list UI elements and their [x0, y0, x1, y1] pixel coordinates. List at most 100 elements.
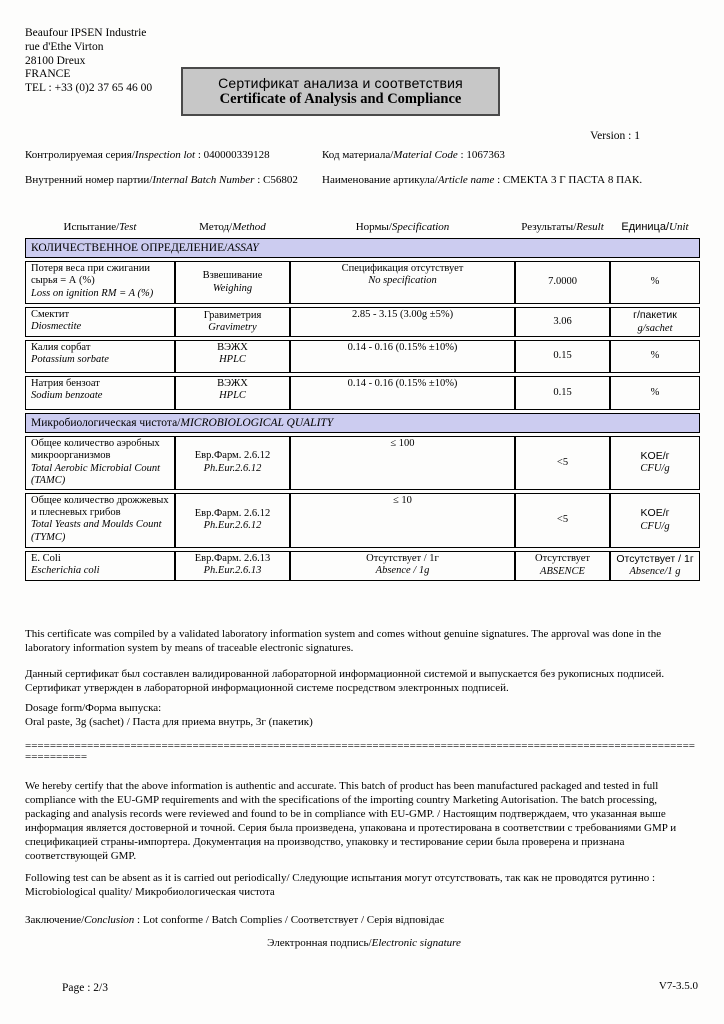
header-unit: Единица/Unit — [621, 221, 689, 233]
cell-method: Евр.Фарм. 2.6.12 Ph.Eur.2.6.12 — [175, 492, 290, 548]
cell-spec: 0.14 - 0.16 (0.15% ±10%) — [290, 340, 515, 373]
separator-line-1: ========================================… — [25, 741, 695, 752]
dosage-form-value: Oral paste, 3g (sachet) / Паста для прие… — [25, 716, 313, 729]
electronic-signature-line: Электронная подпись/Electronic signature — [25, 936, 703, 950]
cell-method: Евр.Фарм. 2.6.13 Ph.Eur.2.6.13 — [175, 550, 290, 581]
inspection-lot-value: : 040000339128 — [195, 149, 270, 161]
sender-country: FRANCE — [25, 68, 71, 81]
cell-unit: Отсутствует / 1г Absence/1 g — [610, 550, 700, 581]
header-result: Результаты/Result — [521, 221, 604, 233]
electronic-signature-en: Electronic signature — [371, 937, 461, 949]
cell-method: Взвешивание Weighing — [175, 261, 290, 304]
cell-unit: KOE/г CFU/g — [610, 492, 700, 548]
article-name-label-ru: Наименование артикула/ — [322, 174, 438, 186]
section-header-assay: КОЛИЧЕСТВЕННОЕ ОПРЕДЕЛЕНИЕ/ASSAY — [25, 238, 700, 258]
cell-result: 7.0000 — [515, 261, 610, 304]
cell-result: <5 — [515, 492, 610, 548]
table-row-sodium-benzoate: Натрия бензоат Sodium benzoate ВЭЖХ HPLC 0… — [25, 376, 700, 410]
periodic-test-note-line1: Following test can be absent as it is ca… — [25, 872, 656, 884]
meta-row-2: Внутренний номер партии/Internal Batch N… — [25, 174, 700, 186]
cell-spec: ≤ 100 — [290, 436, 515, 490]
cell-test: Смектит Diosmectite — [25, 307, 175, 337]
material-code-label-en: Material Code — [393, 149, 458, 161]
certificate-title-ru: Сертификат анализа и соответствия — [218, 75, 463, 91]
section-header-microbiological: Микробиологическая чистота/MICROBIOLOGIC… — [25, 413, 700, 433]
cell-unit: г/пакетик g/sachet — [610, 307, 700, 337]
cell-unit: % — [610, 261, 700, 304]
header-method: Метод/Method — [199, 221, 266, 233]
cell-method: ВЭЖХ HPLC — [175, 376, 290, 410]
table-row-potassium-sorbate: Калия сорбат Potassium sorbate ВЭЖХ HPLC 0… — [25, 340, 700, 373]
cell-result: Отсутствует ABSENCE — [515, 550, 610, 581]
table-row-tamc: Общее количество аэробных микроорганизмо… — [25, 436, 700, 490]
meta-row-1: Контролируемая серия/Inspection lot : 04… — [25, 149, 700, 161]
internal-batch-label-ru: Внутренний номер партии/ — [25, 174, 153, 186]
periodic-test-note: Following test can be absent as it is ca… — [25, 871, 703, 899]
cell-test: Натрия бензоат Sodium benzoate — [25, 376, 175, 410]
results-table: Испытание/Test Метод/Method Нормы/Specif… — [25, 218, 700, 584]
cell-spec: ≤ 10 — [290, 492, 515, 548]
cell-result: 0.15 — [515, 376, 610, 410]
material-code: Код материала/Material Code : 1067363 — [322, 149, 700, 161]
cell-test: Калия сорбат Potassium sorbate — [25, 340, 175, 373]
cell-result: 0.15 — [515, 340, 610, 373]
lims-note-ru: Данный сертификат был составлен валидиро… — [25, 668, 665, 695]
conclusion-value: : Lot conforme / Batch Complies / Соотве… — [134, 914, 445, 926]
internal-batch-label-en: Internal Batch Number — [152, 174, 255, 186]
sender-address-block: Beaufour IPSEN Industrie rue d'Ethe Virt… — [25, 27, 152, 96]
cell-result: 3.06 — [515, 307, 610, 337]
table-row-ecoli: E. Coli Escherichia coli Евр.Фарм. 2.6.13… — [25, 550, 700, 581]
cell-method: Евр.Фарм. 2.6.12 Ph.Eur.2.6.12 — [175, 436, 290, 490]
cell-test: Общее количество дрожжевых и плесневых г… — [25, 492, 175, 548]
gmp-certify-paragraph: We hereby certify that the above informa… — [25, 780, 677, 863]
sender-phone: TEL : +33 (0)2 37 65 46 00 — [25, 82, 153, 95]
cell-test: Потеря веса при сжигании сырья = А (%) Lo… — [25, 261, 175, 304]
internal-batch: Внутренний номер партии/Internal Batch N… — [25, 174, 322, 186]
cell-spec: Спецификация отсутствует No specification — [290, 261, 515, 304]
sender-name: Beaufour IPSEN Industrie — [25, 27, 147, 39]
version-label: Version : 1 — [590, 130, 640, 142]
lims-note-en: This certificate was compiled by a valid… — [25, 628, 662, 655]
conclusion-line: Заключение/Conclusion : Lot conforme / B… — [25, 913, 703, 927]
dosage-form-block: Dosage form/Форма выпуска: Oral paste, 3… — [25, 701, 703, 729]
internal-batch-value: : C56802 — [254, 174, 298, 186]
system-version: V7-3.5.0 — [658, 980, 698, 992]
table-header-row: Испытание/Test Метод/Method Нормы/Specif… — [25, 221, 700, 235]
page-number: Page : 2/3 — [62, 982, 108, 994]
cell-spec: Отсутствует / 1г Absence / 1g — [290, 550, 515, 581]
material-code-value: : 1067363 — [457, 149, 505, 161]
inspection-lot: Контролируемая серия/Inspection lot : 04… — [25, 149, 322, 161]
cell-unit: % — [610, 340, 700, 373]
cell-method: Гравиметрия Gravimetry — [175, 307, 290, 337]
sender-city: 28100 Dreux — [25, 54, 86, 67]
cell-test: Общее количество аэробных микроорганизмо… — [25, 436, 175, 490]
table-row-loss-on-ignition: Потеря веса при сжигании сырья = А (%) Lo… — [25, 261, 700, 304]
table-row-diosmectite: Смектит Diosmectite Гравиметрия Gravimetry… — [25, 307, 700, 337]
header-test: Испытание/Test — [63, 221, 137, 233]
sender-street: rue d'Ethe Virton — [25, 40, 104, 53]
cell-method: ВЭЖХ HPLC — [175, 340, 290, 373]
cell-result: <5 — [515, 436, 610, 490]
inspection-lot-label-en: Inspection lot — [134, 149, 196, 161]
certificate-title-en: Certificate of Analysis and Compliance — [219, 91, 462, 107]
conclusion-label-en: Conclusion — [84, 914, 135, 926]
periodic-test-note-line2: Microbiological quality/ Микробиологичес… — [25, 886, 275, 899]
material-code-label-ru: Код материала/ — [322, 149, 394, 161]
cell-unit: KOE/г CFU/g — [610, 436, 700, 490]
inspection-lot-label-ru: Контролируемая серия/ — [25, 149, 135, 161]
article-name-value: : СМЕКТА 3 Г ПАСТА 8 ПАК. — [494, 174, 643, 186]
table-row-tymc: Общее количество дрожжевых и плесневых г… — [25, 492, 700, 548]
cell-unit: % — [610, 376, 700, 410]
header-specification: Нормы/Specification — [355, 221, 450, 233]
separator-line-2: ========== — [25, 752, 88, 763]
cell-test: E. Coli Escherichia coli — [25, 550, 175, 581]
electronic-signature-ru: Электронная подпись/ — [267, 937, 372, 949]
article-name: Наименование артикула/Article name : СМЕ… — [322, 174, 700, 186]
cell-spec: 0.14 - 0.16 (0.15% ±10%) — [290, 376, 515, 410]
certificate-title-box: Сертификат анализа и соответствия Certif… — [181, 67, 500, 116]
batch-meta-block: Контролируемая серия/Inspection lot : 04… — [25, 149, 700, 199]
article-name-label-en: Article name — [437, 174, 495, 186]
separator-block: ========================================… — [25, 741, 703, 763]
cell-spec: 2.85 - 3.15 (3.00g ±5%) — [290, 307, 515, 337]
